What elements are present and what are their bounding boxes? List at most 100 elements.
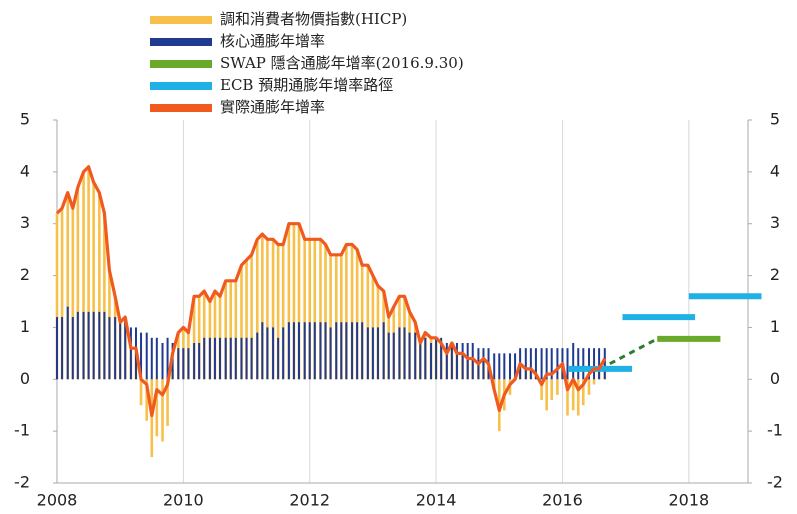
legend-swatch (150, 82, 212, 90)
bar (324, 244, 327, 380)
legend-label: SWAP 隱含通膨年增率(2016.9.30) (220, 54, 464, 72)
bar (198, 342, 201, 380)
bar (271, 239, 275, 380)
bar (387, 332, 390, 380)
bar (82, 171, 85, 380)
bar (292, 322, 295, 380)
bar (366, 327, 369, 380)
bar (455, 342, 458, 380)
bar (87, 311, 90, 380)
bar (540, 348, 543, 380)
bar (408, 332, 411, 380)
bar (308, 322, 311, 380)
bar (345, 322, 348, 380)
bar (566, 348, 569, 380)
bar (119, 322, 122, 380)
bar (582, 379, 585, 406)
bar (524, 348, 527, 380)
bar (229, 337, 232, 380)
bar (324, 322, 327, 380)
y2-tick-label: 3 (770, 213, 780, 232)
bar (234, 280, 238, 380)
bar (76, 187, 80, 380)
bar (187, 348, 190, 380)
bar (166, 337, 169, 380)
x-tick-label: 2018 (668, 491, 709, 510)
bar (556, 348, 559, 380)
y2-tick-label: 2 (770, 265, 780, 284)
bar (556, 379, 559, 395)
bar (219, 337, 222, 380)
bar (503, 353, 506, 380)
bar (345, 244, 348, 380)
bar (382, 322, 385, 380)
bar (334, 254, 338, 380)
bar (266, 239, 269, 380)
bar (150, 337, 153, 380)
bar (576, 379, 580, 416)
bar (366, 265, 370, 380)
bar (256, 332, 259, 380)
bar (150, 379, 154, 458)
bar (340, 254, 343, 380)
bar (240, 265, 243, 380)
bar (114, 317, 117, 380)
bar (287, 223, 291, 380)
bar (177, 348, 180, 380)
bar (572, 342, 575, 380)
bar (103, 213, 106, 380)
x-tick-label: 2010 (163, 491, 204, 510)
bar (540, 379, 543, 401)
bar (587, 379, 591, 395)
bar (245, 260, 248, 380)
bar (139, 379, 143, 406)
bar (82, 311, 85, 380)
bar (545, 379, 548, 411)
y2-tick-label: 0 (770, 369, 780, 388)
bar (593, 348, 596, 380)
bar (71, 208, 75, 380)
y-tick-label: 3 (20, 213, 30, 232)
bar (92, 311, 95, 380)
bar (182, 348, 185, 380)
x-tick-label: 2016 (542, 491, 583, 510)
bar (335, 322, 338, 380)
bar (582, 348, 585, 380)
bar (103, 311, 106, 380)
bar (571, 379, 575, 411)
bar (193, 342, 196, 380)
bar (376, 327, 379, 380)
bar (155, 337, 158, 380)
bar (424, 337, 427, 380)
bar (250, 337, 253, 380)
bar (276, 244, 280, 380)
bar (87, 166, 90, 380)
bar (145, 379, 149, 421)
bar (297, 223, 301, 380)
bar (566, 379, 569, 416)
bar (509, 353, 512, 380)
y2-tick-label: -2 (767, 473, 783, 492)
bar (245, 337, 248, 380)
bar (224, 280, 227, 380)
bar (313, 322, 316, 380)
bar (592, 379, 596, 385)
y2-tick-label: 1 (770, 317, 780, 336)
legend-label: 調和消費者物價指數(HICP) (220, 10, 407, 28)
legend-label: 核心通膨年增率 (220, 32, 325, 50)
bar (250, 254, 253, 380)
y-tick-label: -1 (14, 421, 30, 440)
bar (266, 327, 269, 380)
bar (261, 322, 264, 380)
bar (98, 311, 101, 380)
legend-label: ECB 預期通膨年增率路徑 (220, 76, 393, 94)
legend-swatch (150, 16, 212, 24)
bar (329, 254, 332, 380)
bar (603, 348, 606, 380)
bar (277, 337, 280, 380)
y-tick-label: 2 (20, 265, 30, 284)
bar (213, 337, 216, 380)
bar (319, 239, 322, 380)
bar (282, 327, 285, 380)
